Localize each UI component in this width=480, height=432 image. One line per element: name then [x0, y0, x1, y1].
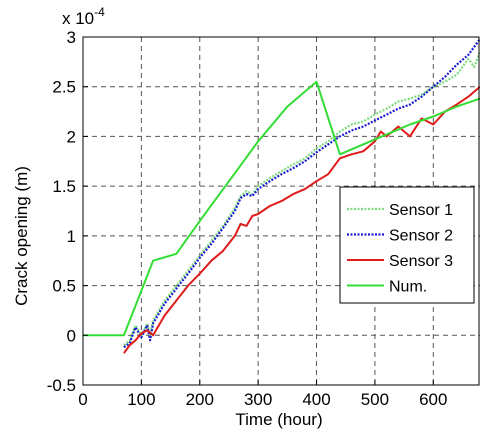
- y-tick-label: 0: [67, 326, 76, 345]
- y-axis-label: Crack opening (m): [12, 166, 31, 306]
- x-tick-label: 600: [419, 390, 447, 409]
- legend: Sensor 1 Sensor 2 Sensor 3 Num.: [339, 186, 475, 304]
- legend-label: Sensor 3: [389, 253, 453, 270]
- series-layer: [83, 38, 480, 354]
- tick-labels: 0 100 200 300 400 500 600-0.500.511.522.53: [47, 28, 448, 409]
- series-line-sensor-3: [123, 85, 480, 354]
- x-tick-label: 500: [361, 390, 389, 409]
- plot-frame: [82, 36, 480, 386]
- y-tick-label: 1: [67, 227, 76, 246]
- legend-label: Sensor 1: [389, 202, 453, 219]
- series-line-sensor-1: [123, 51, 480, 347]
- y-tick-label: 1.5: [52, 177, 76, 196]
- tick-marks: [82, 36, 434, 386]
- x-tick-label: 300: [244, 390, 272, 409]
- x-tick-label: 200: [186, 390, 214, 409]
- y-tick-label: -0.5: [47, 376, 76, 395]
- legend-box: [339, 186, 475, 304]
- y-tick-label: 0.5: [52, 277, 76, 296]
- y-multiplier-exponent: -4: [94, 5, 105, 19]
- y-multiplier-base: x 10: [62, 9, 94, 28]
- y-tick-label: 2.5: [52, 78, 76, 97]
- x-tick-label: 400: [302, 390, 330, 409]
- x-axis-label: Time (hour): [235, 410, 322, 429]
- series-line-num: [83, 80, 480, 337]
- legend-label: Num.: [389, 279, 427, 296]
- y-tick-label: 2: [67, 127, 76, 146]
- y-axis-multiplier: x 10-4: [62, 5, 105, 28]
- y-tick-label: 3: [67, 28, 76, 47]
- x-tick-label: 0: [78, 390, 87, 409]
- x-tick-label: 100: [127, 390, 155, 409]
- legend-label: Sensor 2: [389, 228, 453, 245]
- series-line-sensor-2: [123, 38, 480, 349]
